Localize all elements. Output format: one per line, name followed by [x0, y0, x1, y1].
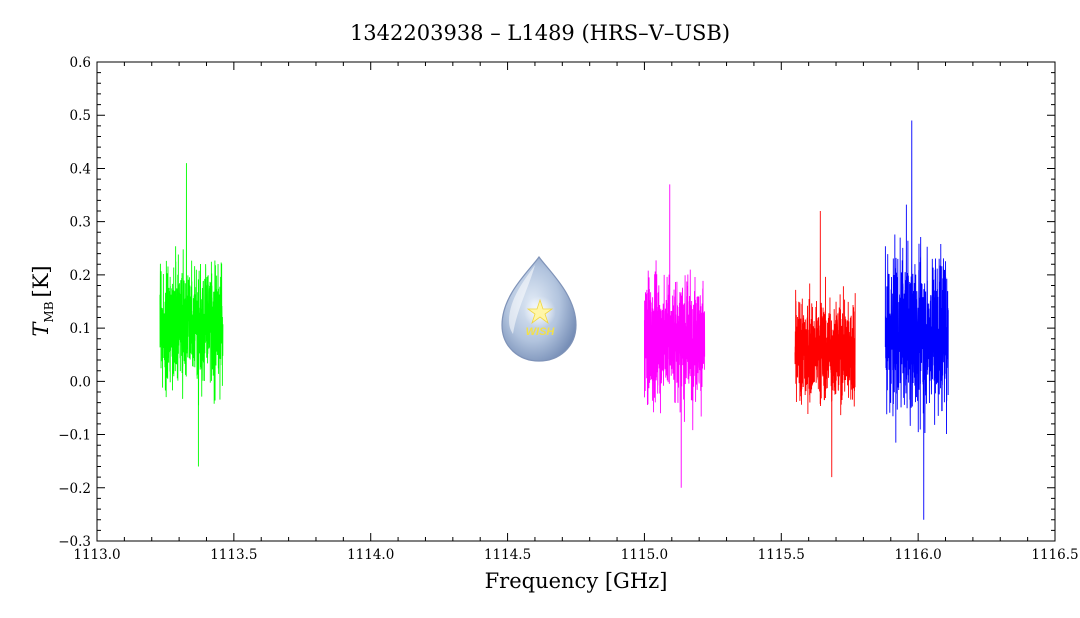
y-tick-label: 0.5: [70, 108, 91, 124]
x-tick-label: 1113.5: [210, 547, 257, 563]
y-axis-symbol: T: [29, 321, 53, 337]
y-tick-label: 0.0: [70, 374, 91, 390]
y-tick-label: −0.3: [58, 534, 91, 550]
x-axis-label: Frequency [GHz]: [485, 569, 668, 593]
y-axis-unit: [K]: [29, 265, 53, 297]
tick-marks: [96, 61, 1056, 542]
drop-highlight: [509, 265, 535, 334]
y-tick-label: 0.1: [70, 321, 91, 337]
wish-logo-text: WISH: [526, 326, 556, 338]
plot-frame: [96, 61, 1056, 542]
star-icon: [526, 298, 554, 325]
x-tick-label: 1114.5: [484, 547, 531, 563]
x-tick-label: 1114.0: [347, 547, 394, 563]
y-tick-label: 0.3: [70, 215, 91, 231]
y-tick-label: 0.2: [70, 268, 91, 284]
y-tick-label: 0.4: [70, 161, 91, 177]
axis-ticks: [96, 61, 1056, 542]
spectrum-series-3: [794, 211, 856, 478]
y-tick-label: −0.2: [58, 481, 91, 497]
x-tick-label: 1115.5: [758, 547, 805, 563]
spectrum-series-1: [159, 163, 224, 467]
x-tick-label: 1113.0: [73, 547, 120, 563]
x-tick-label: 1115.0: [621, 547, 668, 563]
chart-title: 1342203938 – L1489 (HRS–V–USB): [350, 21, 730, 45]
series-layer: [159, 120, 949, 520]
y-tick-labels: −0.3 −0.2 −0.1 0.0 0.1 0.2 0.3 0.4 0.5 0.6: [58, 55, 91, 550]
y-tick-label: 0.6: [70, 55, 91, 71]
y-axis-label: TMB [K]: [29, 265, 56, 336]
y-axis-subscript: MB: [42, 301, 56, 322]
y-tick-label: −0.1: [58, 428, 91, 444]
svg-text:TMB[K]: TMB [K]: [29, 265, 56, 336]
x-tick-label: 1116.5: [1031, 547, 1078, 563]
spectrum-series-4: [884, 120, 949, 520]
wish-logo: WISH: [501, 255, 577, 362]
x-tick-labels: 1113.0 1113.5 1114.0 1114.5 1115.0 1115.5 1116…: [73, 547, 1078, 563]
x-tick-label: 1116.0: [895, 547, 942, 563]
spectrum-series-2: [643, 184, 706, 488]
